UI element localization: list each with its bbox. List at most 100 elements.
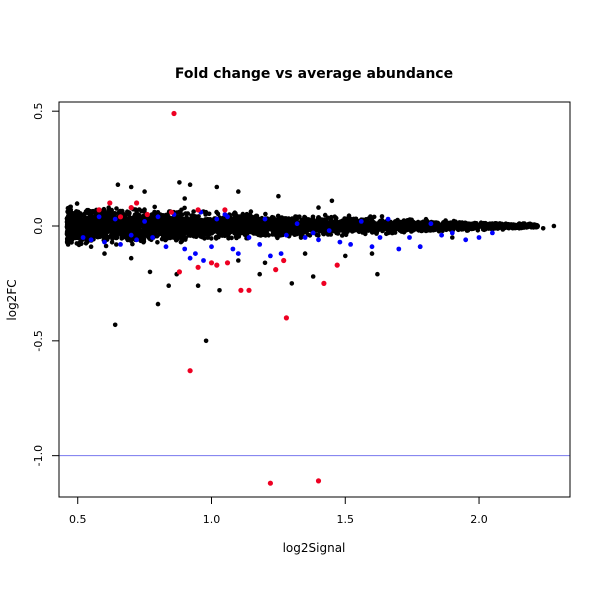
black-point bbox=[260, 224, 266, 230]
black-point bbox=[90, 225, 95, 231]
black-point bbox=[290, 219, 295, 224]
black-point bbox=[205, 219, 211, 224]
black-point bbox=[120, 223, 125, 229]
black-point bbox=[191, 209, 196, 214]
black-point bbox=[421, 225, 426, 231]
black-point bbox=[145, 224, 151, 229]
black-point bbox=[102, 209, 107, 215]
black-point bbox=[182, 196, 187, 201]
blue-point bbox=[246, 235, 252, 240]
black-point bbox=[218, 219, 224, 225]
blue-point bbox=[209, 244, 214, 250]
black-point bbox=[132, 230, 138, 236]
black-point bbox=[201, 229, 206, 234]
black-point bbox=[106, 212, 112, 217]
black-point bbox=[106, 207, 111, 213]
black-point bbox=[329, 198, 335, 204]
black-point bbox=[116, 229, 121, 234]
blue-point bbox=[302, 235, 308, 240]
black-point bbox=[67, 228, 72, 233]
black-point bbox=[122, 220, 127, 225]
black-point bbox=[202, 218, 207, 223]
black-point bbox=[223, 227, 229, 232]
black-point bbox=[152, 204, 157, 210]
black-point bbox=[230, 221, 235, 226]
black-point bbox=[464, 221, 469, 226]
black-point bbox=[405, 218, 410, 223]
black-point bbox=[289, 281, 295, 286]
black-point bbox=[195, 217, 200, 222]
blue-point bbox=[428, 221, 434, 227]
blue-point bbox=[268, 253, 273, 259]
red-point bbox=[222, 207, 228, 213]
black-point bbox=[275, 227, 280, 233]
black-point bbox=[305, 232, 311, 237]
red-point bbox=[334, 262, 340, 268]
black-point bbox=[540, 226, 546, 231]
red-point bbox=[283, 315, 289, 321]
black-point bbox=[155, 301, 161, 307]
black-point bbox=[328, 232, 334, 237]
red-point bbox=[273, 267, 279, 273]
black-point bbox=[282, 219, 288, 225]
red-point bbox=[171, 110, 177, 117]
black-point bbox=[316, 215, 321, 220]
blue-point bbox=[463, 237, 469, 243]
black-point bbox=[236, 234, 242, 239]
black-point bbox=[165, 229, 170, 234]
black-point bbox=[244, 211, 250, 217]
black-point bbox=[275, 218, 281, 223]
black-point bbox=[110, 236, 115, 241]
blue-point bbox=[193, 251, 198, 256]
black-point bbox=[321, 227, 327, 233]
black-point bbox=[470, 224, 476, 230]
black-point bbox=[275, 235, 280, 241]
blue-point bbox=[377, 235, 383, 240]
blue-point bbox=[182, 246, 188, 252]
black-point bbox=[178, 211, 183, 216]
black-point bbox=[152, 228, 158, 234]
red-point bbox=[144, 211, 150, 218]
black-point bbox=[97, 234, 103, 240]
black-point bbox=[189, 220, 195, 225]
blue-point bbox=[187, 255, 193, 261]
black-point bbox=[298, 232, 303, 238]
plot-frame bbox=[58, 101, 571, 498]
black-point bbox=[127, 222, 133, 228]
black-point bbox=[340, 222, 345, 227]
black-point bbox=[152, 223, 157, 229]
black-point bbox=[191, 214, 196, 220]
black-point bbox=[137, 207, 142, 212]
black-point bbox=[125, 236, 130, 242]
black-point bbox=[178, 215, 183, 221]
red-point bbox=[224, 260, 231, 266]
black-point bbox=[344, 224, 350, 230]
black-point bbox=[164, 224, 169, 229]
black-point bbox=[195, 283, 201, 289]
black-point bbox=[89, 209, 95, 214]
black-point bbox=[182, 205, 187, 211]
blue-point bbox=[284, 232, 289, 238]
black-point bbox=[195, 220, 200, 226]
black-point bbox=[232, 228, 238, 234]
blue-point bbox=[128, 232, 134, 238]
blue-point bbox=[230, 246, 236, 252]
black-point bbox=[142, 207, 147, 212]
black-point bbox=[305, 226, 311, 232]
black-point bbox=[190, 227, 195, 233]
blue-point bbox=[118, 242, 123, 247]
black-point bbox=[120, 208, 125, 214]
red-point bbox=[107, 200, 113, 206]
black-point bbox=[254, 213, 260, 219]
black-point bbox=[102, 251, 107, 256]
blue-point bbox=[294, 221, 300, 227]
blue-point bbox=[358, 219, 364, 224]
x-tick-label: 2.0 bbox=[470, 513, 488, 526]
black-point bbox=[299, 217, 304, 223]
black-point bbox=[65, 236, 70, 242]
black-point bbox=[286, 216, 292, 221]
blue-point bbox=[88, 237, 94, 243]
black-point bbox=[88, 244, 94, 249]
black-point bbox=[135, 223, 140, 228]
